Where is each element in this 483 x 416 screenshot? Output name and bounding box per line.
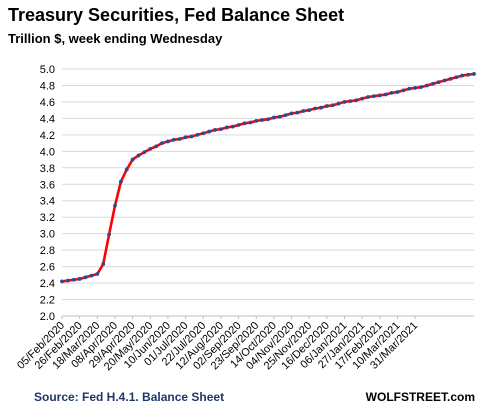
data-point [207, 129, 212, 134]
data-point [277, 114, 282, 119]
x-axis-tick-labels: 05/Feb/202026/Feb/202018/Mar/202008/Apr/… [15, 320, 420, 373]
y-tick-label: 5.0 [40, 64, 55, 76]
data-point [142, 150, 147, 155]
data-point [401, 88, 406, 93]
y-tick-label: 3.8 [40, 163, 55, 175]
data-point [201, 131, 206, 136]
y-tick-label: 4.0 [40, 146, 55, 158]
y-tick-label: 2.4 [40, 278, 55, 290]
data-point [372, 94, 376, 99]
y-tick-label: 3.2 [40, 212, 55, 224]
data-point [254, 118, 259, 123]
data-point [177, 137, 182, 141]
data-point [330, 103, 335, 108]
data-point [295, 110, 300, 115]
data-markers [60, 72, 476, 284]
data-point [266, 117, 270, 122]
data-point [101, 262, 106, 267]
y-tick-label: 4.8 [40, 80, 55, 92]
data-point [313, 106, 317, 111]
y-tick-label: 2.0 [40, 311, 55, 323]
data-point [195, 132, 200, 137]
data-point [166, 139, 170, 144]
data-point [460, 73, 465, 78]
data-point [354, 98, 359, 103]
data-point [436, 80, 441, 85]
y-tick-label: 4.2 [40, 130, 55, 142]
data-point [324, 104, 329, 108]
data-point [319, 105, 323, 110]
data-point [342, 100, 347, 104]
grid-lines [62, 68, 474, 317]
data-point [289, 111, 294, 116]
y-tick-label: 3.6 [40, 179, 55, 191]
data-point [307, 108, 312, 113]
data-point [466, 72, 471, 77]
data-point [407, 86, 412, 91]
data-point [65, 278, 70, 283]
data-point [425, 83, 429, 88]
chart-subtitle: Trillion $, week ending Wednesday [8, 31, 223, 46]
data-point [242, 121, 247, 126]
data-point [248, 120, 253, 125]
data-point [89, 273, 94, 278]
data-point [107, 232, 111, 237]
data-point [236, 123, 241, 127]
data-point [148, 146, 153, 151]
data-point [83, 275, 88, 280]
data-point [189, 134, 194, 139]
y-tick-label: 2.6 [40, 262, 55, 274]
axes [61, 315, 474, 319]
data-point [348, 99, 353, 104]
data-point [77, 277, 82, 281]
y-tick-label: 4.4 [40, 113, 55, 125]
y-tick-label: 3.0 [40, 229, 55, 241]
data-point [260, 118, 265, 122]
y-tick-label: 2.8 [40, 245, 55, 257]
data-point [383, 92, 388, 97]
data-point [360, 96, 365, 101]
data-point [130, 157, 135, 162]
data-point [95, 272, 100, 276]
data-point [395, 90, 400, 94]
data-point [448, 76, 453, 81]
brand-label: WOLFSTREET.com [365, 390, 475, 404]
data-point [389, 90, 394, 95]
data-point [442, 78, 447, 83]
data-point [118, 179, 123, 184]
data-point [413, 86, 418, 90]
data-point [71, 277, 76, 282]
data-point [366, 95, 370, 99]
chart-title: Treasury Securities, Fed Balance Sheet [8, 5, 345, 25]
data-point [124, 167, 129, 172]
data-point [230, 124, 235, 129]
y-tick-label: 3.4 [40, 196, 55, 208]
data-point [113, 203, 117, 208]
source-note: Source: Fed H.4.1. Balance Sheet [34, 390, 225, 404]
data-point [219, 127, 223, 132]
data-point [377, 93, 382, 98]
data-point [183, 135, 188, 140]
y-tick-label: 4.6 [40, 97, 55, 109]
data-point [136, 153, 141, 158]
data-point [419, 85, 423, 90]
data-point [213, 128, 217, 132]
data-point [224, 125, 229, 130]
data-point [171, 137, 176, 142]
data-point [472, 72, 476, 76]
y-axis-tick-labels: 2.0 2.2 2.4 2.6 2.8 3.0 3.2 3.4 3.6 3.8 4.0 4.2 4.4 4… [40, 64, 55, 323]
data-point [430, 81, 435, 86]
data-point [271, 115, 276, 120]
data-point [60, 279, 64, 284]
data-point [160, 141, 164, 146]
data-point [283, 113, 288, 118]
data-point [301, 109, 306, 113]
data-point [154, 144, 159, 149]
data-point [336, 101, 341, 106]
data-point [454, 75, 459, 80]
y-tick-label: 2.2 [40, 295, 55, 307]
